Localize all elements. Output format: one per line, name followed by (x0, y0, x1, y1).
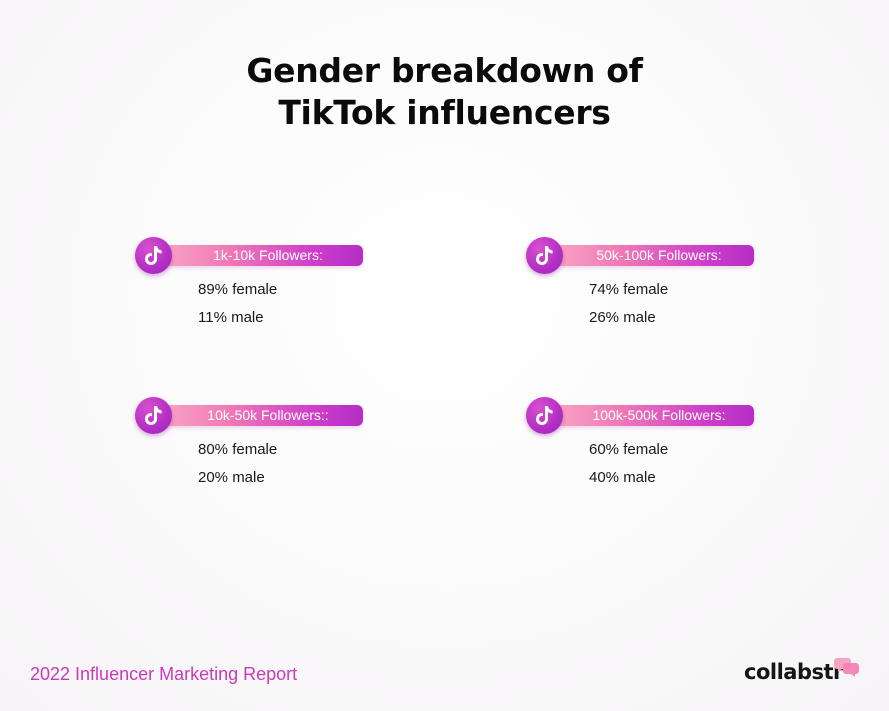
tiktok-icon (135, 237, 172, 274)
tier-card-100k-500k: 100k-500k Followers: 60% female 40% male (526, 397, 766, 517)
tier-card-1k-10k: 1k-10k Followers: 89% female 11% male (135, 237, 375, 357)
tier-label: 10k-50k Followers:: (207, 407, 329, 423)
female-percentage: 80% female (198, 441, 278, 458)
tiktok-icon (135, 397, 172, 434)
tier-label-pill: 1k-10k Followers: (155, 245, 363, 266)
tiktok-icon (526, 237, 563, 274)
report-title: 2022 Influencer Marketing Report (30, 664, 298, 684)
male-percentage: 40% male (589, 469, 656, 486)
female-percentage: 89% female (198, 281, 278, 298)
male-percentage: 26% male (589, 309, 656, 326)
male-percentage: 11% male (198, 309, 264, 326)
tier-label-pill: 50k-100k Followers: (546, 245, 754, 266)
male-percentage: 20% male (198, 469, 265, 486)
tier-card-10k-50k: 10k-50k Followers:: 80% female 20% male (135, 397, 375, 517)
title-line-1: Gender breakdown of (246, 51, 643, 90)
tier-label: 50k-100k Followers: (596, 247, 722, 263)
tier-label-pill: 10k-50k Followers:: (155, 405, 363, 426)
tiktok-icon (526, 397, 563, 434)
tier-card-50k-100k: 50k-100k Followers: 74% female 26% male (526, 237, 766, 357)
tier-label: 100k-500k Followers: (592, 407, 726, 423)
page-title: Gender breakdown of TikTok influencers (0, 50, 889, 134)
female-percentage: 60% female (589, 441, 669, 458)
title-line-2: TikTok influencers (278, 93, 611, 132)
tier-label-pill: 100k-500k Followers: (546, 405, 754, 426)
chat-bubbles-icon (834, 658, 859, 677)
female-percentage: 74% female (589, 281, 669, 298)
tier-label: 1k-10k Followers: (213, 247, 323, 263)
brand-logo: collabstr (744, 660, 843, 684)
